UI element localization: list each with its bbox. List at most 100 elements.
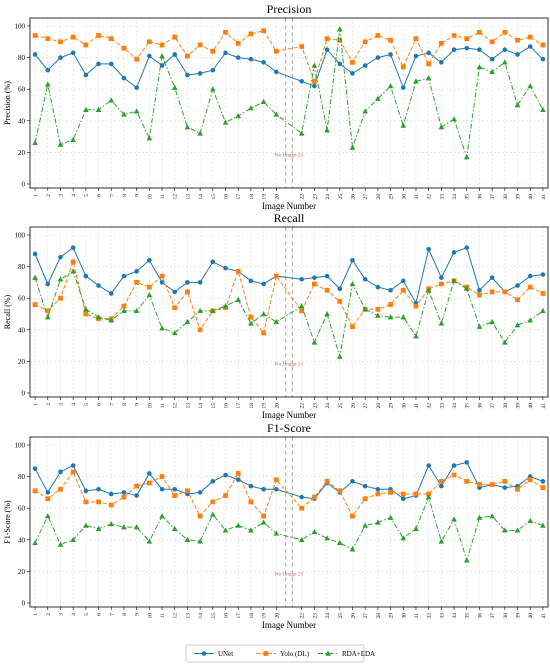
- data-point-yolo-dl: [527, 34, 533, 40]
- x-tick-label: 2: [46, 403, 52, 406]
- data-point-rda-eda: [44, 513, 51, 519]
- data-point-yolo-dl: [350, 513, 355, 519]
- data-point-yolo-dl: [350, 59, 355, 65]
- data-point-unet: [388, 52, 393, 57]
- legend-label-unet: UNet: [218, 650, 233, 658]
- x-tick-label: 17: [236, 613, 242, 619]
- data-point-rda-eda: [438, 320, 445, 326]
- data-point-rda-eda: [70, 268, 76, 274]
- data-point-yolo-dl: [477, 29, 482, 35]
- data-point-yolo-dl: [388, 302, 393, 307]
- data-point-unet: [464, 45, 470, 51]
- data-point-rda-eda: [273, 318, 280, 325]
- x-tick-label: 2: [46, 613, 52, 616]
- data-point-rda-eda: [413, 333, 419, 339]
- x-tick-label: 16: [224, 613, 230, 619]
- data-point-rda-eda: [70, 536, 76, 542]
- data-point-unet: [32, 251, 38, 257]
- data-point-unet: [108, 491, 114, 497]
- data-point-yolo-dl: [261, 330, 267, 336]
- data-point-rda-eda: [83, 306, 89, 312]
- data-point-unet: [426, 463, 431, 468]
- x-tick-label: 33: [439, 194, 445, 200]
- data-point-rda-eda: [425, 287, 432, 293]
- data-point-yolo-dl: [248, 314, 254, 320]
- data-point-unet: [172, 289, 178, 295]
- data-point-rda-eda: [146, 135, 153, 141]
- data-point-yolo-dl: [413, 303, 419, 309]
- data-point-rda-eda: [133, 307, 140, 314]
- data-point-rda-eda: [171, 84, 178, 90]
- data-point-yolo-dl: [210, 48, 216, 54]
- data-point-yolo-dl: [527, 477, 533, 483]
- data-point-yolo-dl: [273, 477, 279, 483]
- data-point-yolo-dl: [58, 486, 63, 492]
- data-point-unet: [96, 486, 101, 492]
- data-point-yolo-dl: [400, 64, 406, 70]
- data-point-yolo-dl: [362, 496, 368, 502]
- x-tick-label: 38: [503, 613, 509, 619]
- data-point-rda-eda: [540, 106, 546, 112]
- plot-frame: [29, 226, 549, 398]
- data-point-rda-eda: [349, 546, 356, 552]
- x-tick-label: 31: [414, 403, 420, 409]
- x-tick-label: 39: [516, 613, 522, 619]
- x-tick-label: 20: [274, 613, 280, 619]
- data-point-rda-eda: [362, 108, 368, 114]
- plot-frame: [29, 436, 549, 608]
- data-point-unet: [248, 278, 254, 284]
- data-point-yolo-dl: [527, 284, 533, 290]
- data-point-rda-eda: [400, 122, 407, 128]
- data-point-unet: [451, 463, 457, 468]
- y-axis-label: Precision (%): [3, 81, 12, 125]
- data-point-rda-eda: [387, 314, 394, 320]
- data-point-yolo-dl: [400, 287, 406, 293]
- data-point-rda-eda: [210, 307, 216, 314]
- data-point-yolo-dl: [146, 480, 152, 486]
- data-point-yolo-dl: [515, 37, 520, 43]
- data-point-unet: [337, 286, 343, 292]
- data-point-unet: [83, 72, 89, 78]
- x-tick-label: 22: [300, 403, 306, 409]
- data-point-rda-eda: [197, 538, 203, 544]
- data-point-unet: [45, 281, 51, 287]
- data-point-yolo-dl: [248, 31, 254, 37]
- y-tick-label: 60: [18, 86, 26, 94]
- chart-title: Precision: [267, 2, 312, 16]
- data-point-unet: [388, 288, 393, 293]
- x-tick-label: 1: [33, 194, 39, 197]
- x-tick-label: 32: [427, 194, 433, 200]
- data-point-yolo-dl: [388, 490, 393, 495]
- data-point-yolo-dl: [502, 29, 508, 35]
- data-point-yolo-dl: [489, 482, 495, 487]
- data-point-rda-eda: [57, 541, 64, 547]
- x-tick-label: 25: [338, 403, 344, 409]
- data-point-unet: [223, 472, 228, 478]
- data-point-unet: [32, 466, 38, 472]
- data-point-rda-eda: [514, 322, 521, 328]
- data-point-yolo-dl: [502, 289, 508, 295]
- data-point-unet: [248, 483, 254, 489]
- data-point-rda-eda: [248, 320, 254, 326]
- data-point-yolo-dl: [83, 311, 89, 317]
- legend-label-yolo-dl: Yolo (DL): [280, 650, 310, 658]
- x-tick-label: 1: [33, 613, 39, 616]
- data-point-rda-eda: [425, 75, 432, 81]
- data-point-yolo-dl: [83, 42, 89, 48]
- data-point-rda-eda: [502, 59, 508, 65]
- data-point-yolo-dl: [299, 308, 305, 314]
- x-tick-label: 14: [198, 403, 204, 409]
- data-point-unet: [274, 486, 279, 492]
- data-point-yolo-dl: [223, 493, 228, 498]
- x-tick-label: 41: [541, 613, 547, 619]
- x-tick-label: 7: [109, 403, 115, 406]
- data-point-yolo-dl: [324, 478, 330, 484]
- data-point-unet: [83, 273, 89, 279]
- data-point-unet: [527, 273, 533, 279]
- data-point-rda-eda: [235, 296, 242, 302]
- data-point-yolo-dl: [540, 485, 546, 491]
- data-point-rda-eda: [146, 292, 153, 298]
- data-point-rda-eda: [184, 318, 191, 325]
- data-point-unet: [426, 50, 431, 56]
